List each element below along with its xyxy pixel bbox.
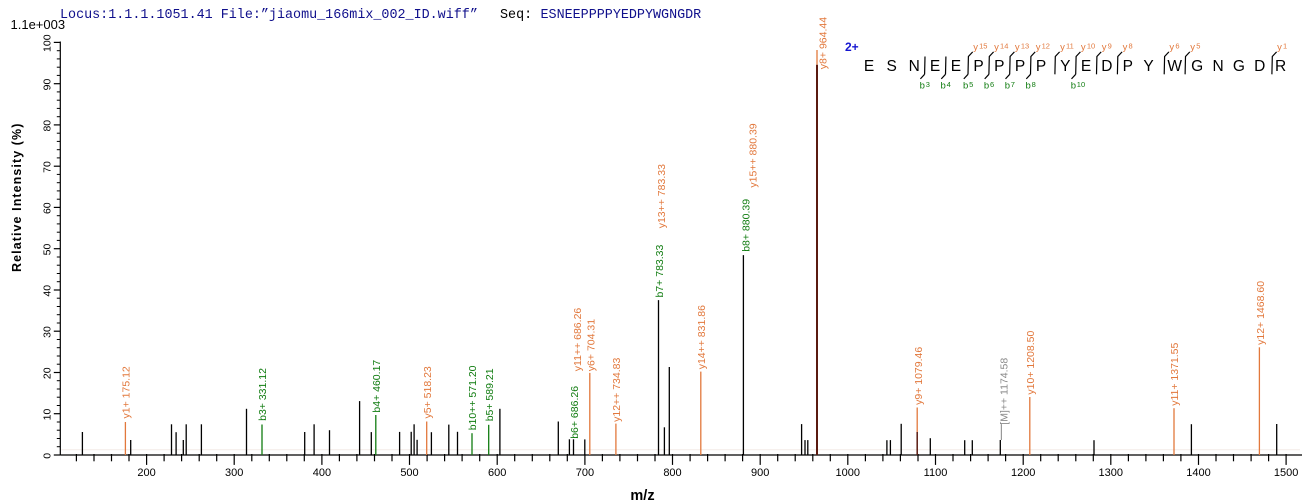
svg-text:P: P [994, 58, 1004, 75]
svg-text:400: 400 [313, 467, 331, 479]
svg-text:b7: b7 [1005, 80, 1015, 92]
svg-text:ESNEEPPPPYEDPYWGNGDR: ESNEEPPPPYEDPYWGNGDR [541, 8, 702, 23]
svg-text:y12+ 1468.60: y12+ 1468.60 [1255, 281, 1267, 345]
svg-text:1200: 1200 [1011, 467, 1035, 479]
svg-text:m/z: m/z [630, 488, 654, 503]
svg-text:R: R [1275, 58, 1286, 75]
svg-text:Y: Y [1060, 58, 1070, 75]
svg-text:50: 50 [42, 244, 54, 256]
svg-text:b4+ 460.17: b4+ 460.17 [371, 360, 383, 413]
svg-text:y5+ 518.23: y5+ 518.23 [422, 366, 434, 418]
svg-text:N: N [1212, 58, 1223, 75]
svg-text:y14++ 831.86: y14++ 831.86 [696, 305, 708, 369]
svg-text:1400: 1400 [1186, 467, 1210, 479]
svg-text:[M]++ 1174.58: [M]++ 1174.58 [998, 358, 1010, 425]
svg-text:y9: y9 [1102, 42, 1112, 54]
svg-text:y1+ 175.12: y1+ 175.12 [121, 366, 133, 418]
svg-text:b5+ 589.21: b5+ 589.21 [484, 368, 496, 421]
svg-text:60: 60 [42, 202, 54, 214]
svg-text:20: 20 [42, 367, 54, 379]
svg-text:y9+ 1079.46: y9+ 1079.46 [913, 347, 925, 405]
svg-text:y12: y12 [1036, 42, 1050, 54]
svg-text:b3+ 331.12: b3+ 331.12 [257, 368, 269, 421]
svg-text:b8: b8 [1026, 80, 1036, 92]
svg-text:y15: y15 [973, 42, 987, 54]
svg-text:b8+ 880.39: b8+ 880.39 [741, 199, 753, 252]
svg-text:N: N [909, 58, 920, 75]
svg-text:Relative Intensity (%): Relative Intensity (%) [10, 123, 24, 273]
svg-text:y15++ 880.39: y15++ 880.39 [747, 123, 759, 187]
svg-text:G: G [1191, 58, 1203, 75]
svg-text:800: 800 [663, 467, 681, 479]
svg-text:y10+ 1208.50: y10+ 1208.50 [1025, 331, 1037, 395]
svg-text:b7+ 783.33: b7+ 783.33 [654, 244, 666, 297]
svg-text:E: E [930, 58, 940, 75]
svg-text:b6+ 686.26: b6+ 686.26 [569, 386, 581, 439]
svg-text:b3: b3 [920, 80, 930, 92]
svg-text:1.1e+003: 1.1e+003 [11, 17, 66, 32]
svg-text:y11: y11 [1060, 42, 1074, 54]
svg-text:P: P [1123, 58, 1133, 75]
svg-text:0: 0 [42, 453, 54, 459]
svg-text:y13: y13 [1015, 42, 1029, 54]
svg-text:y10: y10 [1081, 42, 1095, 54]
svg-text:P: P [1015, 58, 1025, 75]
svg-text:b10++ 571.20: b10++ 571.20 [467, 365, 479, 430]
svg-text:y8+ 964.44: y8+ 964.44 [818, 17, 830, 69]
svg-text:y6: y6 [1169, 42, 1179, 54]
svg-text:600: 600 [488, 467, 506, 479]
svg-text:S: S [887, 58, 897, 75]
svg-text:E: E [951, 58, 961, 75]
svg-text:Y: Y [1143, 58, 1153, 75]
svg-text:E: E [864, 58, 874, 75]
svg-text:500: 500 [400, 467, 418, 479]
svg-text:80: 80 [42, 120, 54, 132]
svg-text:D: D [1254, 58, 1265, 75]
svg-text:40: 40 [42, 285, 54, 297]
svg-text:300: 300 [225, 467, 243, 479]
svg-text:2+: 2+ [845, 40, 859, 54]
svg-text:P: P [1036, 58, 1046, 75]
svg-text:1300: 1300 [1099, 467, 1123, 479]
svg-text:y5: y5 [1190, 42, 1200, 54]
svg-text:b4: b4 [941, 80, 951, 92]
svg-text:90: 90 [42, 79, 54, 91]
svg-text:700: 700 [576, 467, 594, 479]
svg-text:1500: 1500 [1274, 467, 1298, 479]
svg-text:200: 200 [137, 467, 155, 479]
svg-text:P: P [973, 58, 983, 75]
svg-text:y12++ 734.83: y12++ 734.83 [611, 358, 623, 422]
svg-text:b6: b6 [984, 80, 994, 92]
svg-text:y14: y14 [994, 42, 1008, 54]
svg-text:Seq:: Seq: [500, 8, 532, 23]
svg-text:1100: 1100 [924, 467, 948, 479]
svg-text:900: 900 [751, 467, 769, 479]
svg-text:b5: b5 [963, 80, 973, 92]
svg-text:70: 70 [42, 161, 54, 173]
svg-text:E: E [1081, 58, 1091, 75]
svg-text:y8: y8 [1123, 42, 1133, 54]
svg-text:y11++ 686.26: y11++ 686.26 [572, 308, 584, 372]
svg-text:W: W [1167, 58, 1182, 75]
svg-text:D: D [1101, 58, 1112, 75]
svg-text:1000: 1000 [836, 467, 860, 479]
svg-text:30: 30 [42, 326, 54, 338]
svg-text:b10: b10 [1071, 80, 1085, 92]
svg-text:y1: y1 [1277, 42, 1287, 54]
svg-text:y11+ 1371.55: y11+ 1371.55 [1169, 342, 1181, 405]
svg-text:G: G [1233, 58, 1245, 75]
svg-text:y13++ 783.33: y13++ 783.33 [656, 164, 668, 228]
svg-text:y6+ 704.31: y6+ 704.31 [586, 319, 598, 371]
svg-text:100: 100 [42, 34, 54, 52]
svg-text:Locus:1.1.1.1051.41 File:”jiao: Locus:1.1.1.1051.41 File:”jiaomu_166mix_… [60, 8, 478, 23]
svg-text:10: 10 [42, 409, 54, 421]
